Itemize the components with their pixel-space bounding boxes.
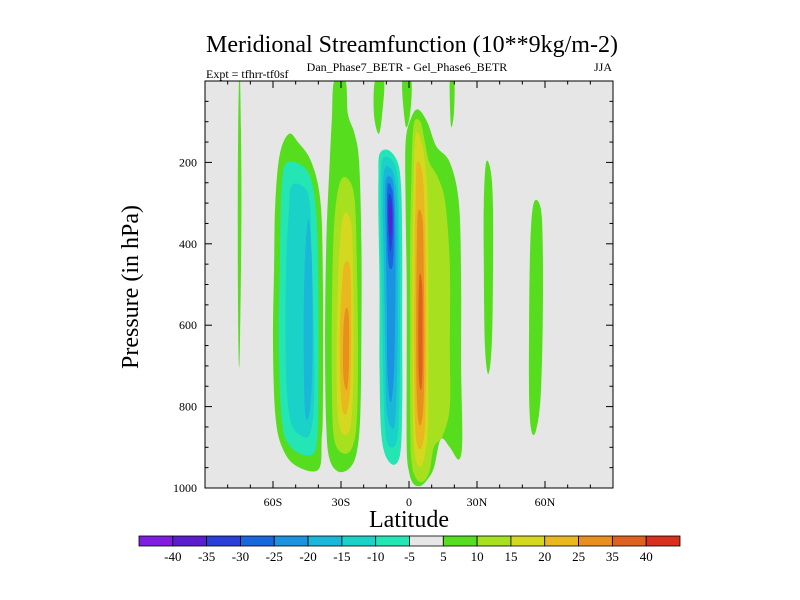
y-tick-label: 800 <box>179 400 197 414</box>
colorbar-box <box>442 535 478 547</box>
colorbar-label: 10 <box>471 549 484 564</box>
x-tick-label: 60S <box>264 495 283 509</box>
contour-region <box>373 81 385 134</box>
colorbar-box <box>138 535 174 547</box>
chart-title: Meridional Streamfunction (10**9kg/m-2) <box>206 32 618 58</box>
colorbar-box <box>341 535 377 547</box>
chart-subtitle: Dan_Phase7_BETR - Gel_Phase6_BETR <box>307 60 508 74</box>
colorbar-box <box>240 535 275 547</box>
colorbar-label: -35 <box>198 549 215 564</box>
x-axis-title: Latitude <box>369 507 449 533</box>
contour-regions <box>237 81 543 487</box>
y-tick-label: 400 <box>179 237 197 251</box>
colorbar-box <box>645 535 681 547</box>
contour-region <box>342 307 350 391</box>
colorbar-label: 25 <box>572 549 585 564</box>
y-tick-label: 1000 <box>173 481 197 495</box>
colorbar-box <box>611 535 647 547</box>
colorbar-box <box>206 535 241 547</box>
colorbar-box <box>510 535 546 547</box>
colorbar-label: 5 <box>440 549 447 564</box>
contour-region <box>237 81 242 368</box>
colorbar-label: -15 <box>333 549 350 564</box>
y-axis-title: Pressure (in hPa) <box>118 205 144 369</box>
colorbar-label: -30 <box>232 549 249 564</box>
x-tick-label: 30S <box>332 495 351 509</box>
colorbar-box <box>544 535 579 547</box>
colorbar-box <box>273 535 309 547</box>
season-label: JJA <box>594 60 612 74</box>
colorbar-label: 40 <box>640 549 653 564</box>
colorbar-label: -40 <box>164 549 181 564</box>
contour-region <box>402 81 412 128</box>
contour-region <box>389 201 392 237</box>
colorbar-label: -10 <box>367 549 384 564</box>
colorbar-box <box>578 535 613 547</box>
colorbar-box <box>307 535 343 547</box>
colorbar-label: 15 <box>504 549 517 564</box>
colorbar: -40 -35 -30 -25 -20 -15 -10 -5 5 10 15 20 25 35 40 <box>138 535 681 564</box>
contour-region <box>483 160 494 374</box>
contour-region <box>418 273 423 391</box>
colorbar-label: -20 <box>299 549 316 564</box>
colorbar-label: -5 <box>404 549 415 564</box>
colorbar-box <box>409 535 444 547</box>
colorbar-box <box>476 535 512 547</box>
x-tick-label: 0 <box>406 495 412 509</box>
colorbar-label: -25 <box>266 549 283 564</box>
colorbar-box <box>172 535 208 547</box>
y-tick-label: 600 <box>179 318 197 332</box>
x-tick-label: 60N <box>535 495 556 509</box>
contour-region <box>303 219 313 421</box>
colorbar-box <box>375 535 410 547</box>
experiment-label: Expt = tfhrr-tf0sf <box>206 67 289 81</box>
x-tick-label: 30N <box>467 495 488 509</box>
contour-region <box>449 81 455 128</box>
axis-ticks: 60S 30S 0 30N 60N 200 400 600 800 1000 <box>173 81 613 509</box>
y-tick-label: 200 <box>179 155 197 169</box>
contour-region <box>528 199 543 436</box>
colorbar-label: 20 <box>538 549 551 564</box>
colorbar-label: 35 <box>606 549 619 564</box>
